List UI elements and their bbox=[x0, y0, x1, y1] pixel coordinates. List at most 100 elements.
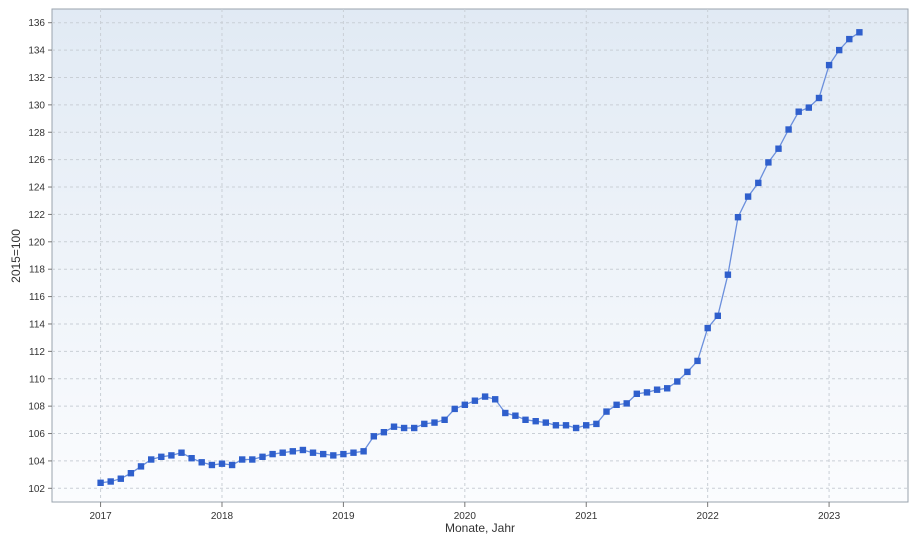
y-tick-label: 106 bbox=[28, 429, 45, 440]
y-tick-label: 116 bbox=[29, 292, 45, 303]
data-point bbox=[653, 386, 661, 393]
y-tick-label: 122 bbox=[28, 210, 45, 221]
y-axis-title: 2015=100 bbox=[9, 229, 23, 283]
data-point bbox=[613, 401, 620, 408]
data-point bbox=[583, 422, 590, 429]
y-tick-label: 120 bbox=[28, 237, 45, 248]
data-point bbox=[441, 416, 448, 423]
y-tick-label: 132 bbox=[28, 73, 45, 84]
data-point bbox=[734, 214, 742, 221]
x-tick-label: 2022 bbox=[697, 511, 720, 522]
data-point bbox=[97, 479, 104, 486]
x-tick-label: 2018 bbox=[211, 511, 234, 522]
y-tick-label: 110 bbox=[29, 374, 45, 385]
data-point bbox=[492, 396, 499, 403]
y-tick-label: 118 bbox=[29, 265, 45, 276]
y-tick-label: 134 bbox=[28, 46, 45, 57]
data-point bbox=[431, 419, 438, 426]
data-point bbox=[350, 449, 357, 456]
data-point bbox=[684, 368, 691, 376]
grid-lines bbox=[52, 9, 908, 502]
data-point bbox=[340, 450, 347, 458]
y-tick-label: 104 bbox=[28, 456, 45, 467]
data-point bbox=[562, 422, 570, 429]
data-point bbox=[623, 400, 630, 407]
data-point bbox=[522, 416, 529, 423]
data-point bbox=[755, 179, 762, 187]
data-point bbox=[603, 408, 610, 415]
y-tick-label: 108 bbox=[28, 402, 45, 413]
data-point bbox=[380, 429, 388, 436]
data-point bbox=[775, 145, 782, 152]
data-point bbox=[542, 419, 549, 426]
data-point bbox=[512, 412, 519, 419]
data-point bbox=[370, 433, 377, 440]
y-axis: 102 104 106 108 110 112 114 116 118 120 122 124 126 1… bbox=[28, 18, 52, 495]
x-axis-title: Monate, Jahr bbox=[445, 521, 515, 535]
data-point bbox=[279, 449, 286, 456]
data-point bbox=[785, 126, 792, 133]
data-point bbox=[846, 35, 853, 43]
x-axis: 2017 2018 2019 2020 2021 2022 2023 bbox=[89, 502, 841, 522]
data-point bbox=[502, 409, 509, 417]
data-point bbox=[421, 420, 428, 428]
data-point bbox=[158, 453, 165, 460]
x-tick-label: 2021 bbox=[575, 511, 598, 522]
data-point bbox=[188, 455, 195, 462]
data-point bbox=[805, 104, 812, 111]
data-point bbox=[178, 449, 185, 456]
data-point bbox=[471, 397, 479, 404]
data-point bbox=[127, 470, 135, 477]
data-point bbox=[664, 385, 671, 392]
data-point bbox=[714, 312, 721, 319]
data-point bbox=[643, 389, 651, 396]
y-tick-label: 112 bbox=[29, 347, 45, 358]
data-point bbox=[593, 420, 600, 428]
data-point bbox=[724, 271, 732, 278]
data-point bbox=[744, 193, 752, 200]
data-point bbox=[451, 405, 458, 413]
data-point bbox=[198, 459, 205, 466]
data-point bbox=[674, 378, 681, 385]
data-points bbox=[97, 29, 863, 486]
data-point bbox=[461, 401, 468, 408]
y-tick-label: 128 bbox=[28, 128, 45, 139]
y-tick-label: 114 bbox=[29, 319, 45, 330]
data-point bbox=[320, 450, 327, 458]
data-point bbox=[572, 424, 580, 432]
data-point bbox=[795, 108, 802, 115]
y-tick-label: 102 bbox=[28, 484, 45, 495]
data-point bbox=[309, 449, 317, 456]
x-tick-label: 2017 bbox=[89, 511, 112, 522]
data-point bbox=[532, 418, 539, 425]
data-point bbox=[148, 456, 155, 463]
data-point bbox=[390, 423, 398, 430]
x-tick-label: 2019 bbox=[332, 511, 355, 522]
data-point bbox=[552, 422, 560, 429]
data-point bbox=[704, 324, 711, 332]
data-point bbox=[825, 61, 833, 69]
data-point bbox=[269, 450, 276, 458]
y-tick-label: 130 bbox=[28, 100, 45, 111]
data-point bbox=[218, 460, 226, 467]
data-point bbox=[694, 357, 701, 365]
data-point bbox=[360, 448, 367, 455]
data-point bbox=[208, 461, 216, 469]
data-point bbox=[856, 29, 863, 36]
y-tick-label: 136 bbox=[28, 18, 45, 29]
data-point bbox=[815, 94, 823, 102]
y-tick-label: 126 bbox=[28, 155, 45, 166]
y-tick-label: 124 bbox=[28, 183, 45, 194]
data-point bbox=[481, 393, 489, 400]
data-point bbox=[137, 463, 145, 470]
data-point bbox=[633, 390, 640, 397]
data-point bbox=[765, 159, 772, 166]
data-point bbox=[289, 448, 296, 455]
data-point bbox=[411, 424, 418, 432]
data-point bbox=[168, 452, 175, 459]
data-point bbox=[259, 453, 266, 460]
plot-area bbox=[51, 8, 909, 503]
series-line bbox=[100, 31, 860, 484]
data-point bbox=[117, 475, 124, 482]
